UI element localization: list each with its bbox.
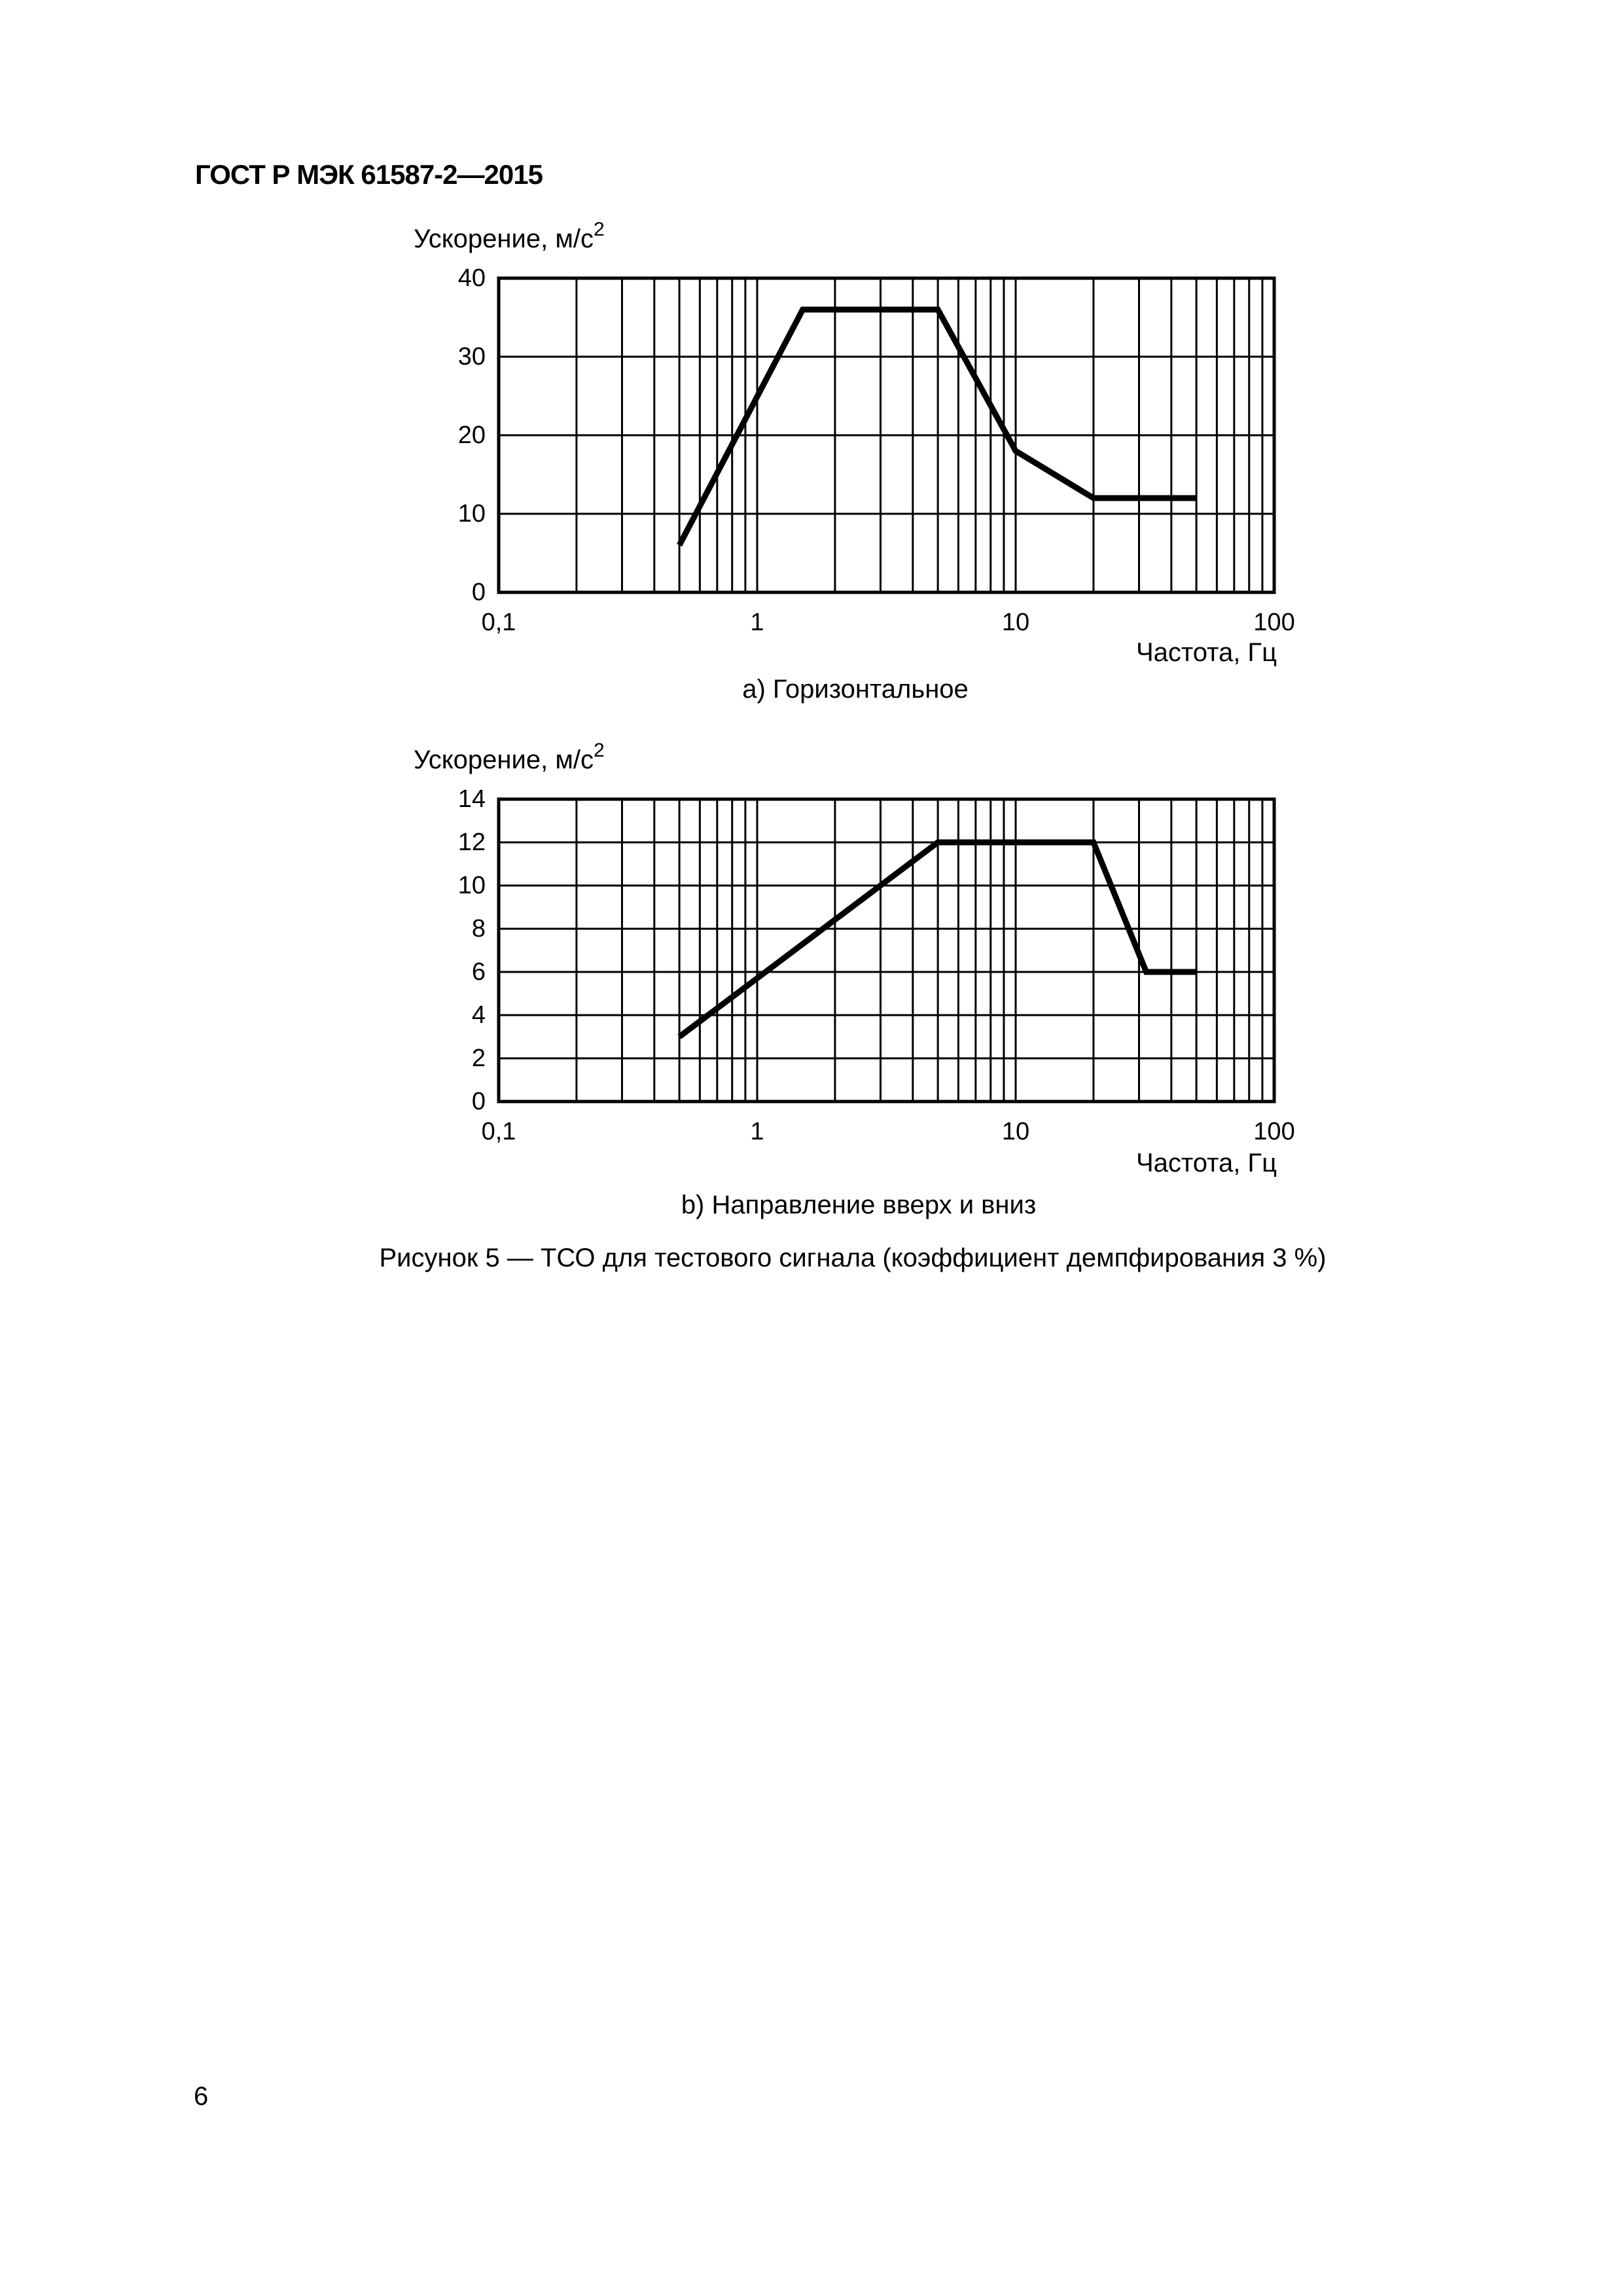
x-tick-label: 1	[750, 609, 764, 636]
chart-a-x-axis-title: Частота, Гц	[1135, 638, 1277, 667]
chart-b-y-axis-title-exponent: 2	[593, 739, 605, 761]
x-tick-label: 0,1	[481, 609, 516, 636]
x-tick-label: 100	[1253, 609, 1295, 636]
chart-a-section: Ускорение, м/с2 Частота, Гц a) Горизонта…	[414, 219, 1295, 704]
chart-a-plot	[497, 276, 1276, 594]
chart-b-x-axis-title: Частота, Гц	[1135, 1149, 1277, 1177]
chart-b-caption: b) Направление вверх и вниз	[681, 1191, 1037, 1219]
x-tick-label: 100	[1253, 1118, 1295, 1145]
y-tick-label: 14	[457, 785, 486, 813]
y-tick-label: 40	[457, 264, 486, 292]
chart-b-y-axis-title: Ускорение, м/с2	[414, 740, 605, 774]
chart-b-section: Ускорение, м/с2 Частота, Гц b) Направлен…	[414, 740, 1295, 1219]
x-tick-label: 0,1	[481, 1118, 516, 1145]
y-tick-label: 2	[471, 1045, 486, 1072]
x-tick-label: 1	[750, 1118, 764, 1145]
page-number: 6	[194, 2082, 209, 2111]
chart-a-y-axis-title-exponent: 2	[593, 218, 605, 240]
y-tick-label: 12	[457, 829, 486, 856]
chart-b-y-axis-title-text: Ускорение, м/с	[414, 745, 594, 774]
y-tick-label: 10	[457, 872, 486, 899]
document-header: ГОСТ Р МЭК 61587-2—2015	[195, 159, 543, 190]
y-tick-label: 8	[471, 915, 486, 942]
figure-caption: Рисунок 5 — ТСО для тестового сигнала (к…	[379, 1244, 1327, 1272]
y-tick-label: 6	[471, 958, 486, 986]
chart-a-caption: a) Горизонтальное	[742, 675, 969, 704]
y-tick-label: 0	[471, 579, 486, 606]
y-tick-label: 4	[471, 1001, 486, 1029]
y-tick-label: 10	[457, 500, 486, 528]
x-tick-label: 10	[1001, 609, 1030, 636]
chart-a-y-axis-title-text: Ускорение, м/с	[414, 224, 594, 253]
chart-b-plot	[497, 797, 1276, 1103]
y-tick-label: 0	[471, 1088, 486, 1115]
y-tick-label: 20	[457, 422, 486, 449]
y-tick-label: 30	[457, 343, 486, 370]
chart-a-y-axis-title: Ускорение, м/с2	[414, 219, 605, 253]
x-tick-label: 10	[1001, 1118, 1030, 1145]
